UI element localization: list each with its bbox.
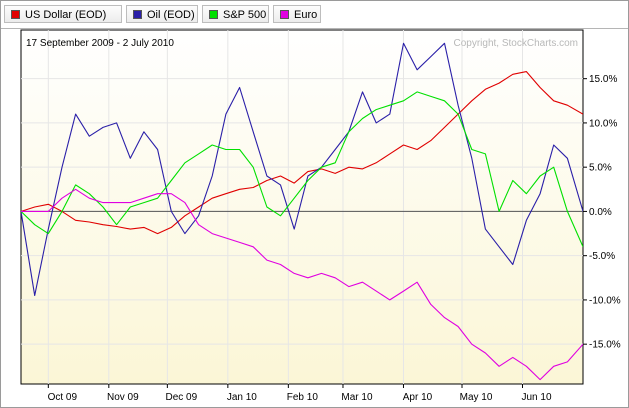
series-group: [21, 42, 583, 381]
x-tick-label: Jan 10: [227, 392, 257, 403]
legend-label-oil: Oil (EOD): [147, 9, 195, 21]
legend-label-us-dollar: US Dollar (EOD): [25, 9, 107, 21]
chart-title: 17 September 2009 - 2 July 2010: [26, 38, 174, 49]
y-tick-label: -5.0%: [589, 251, 615, 262]
plot-area: [20, 29, 584, 385]
series-line-us-dollar-eod: [21, 71, 583, 235]
legend-item-us-dollar[interactable]: US Dollar (EOD): [4, 5, 122, 23]
legend-item-euro[interactable]: Euro: [273, 5, 321, 23]
legend-item-sp500[interactable]: S&P 500: [202, 5, 269, 23]
x-tick-label: Oct 09: [48, 392, 78, 403]
legend-swatch-euro: [280, 10, 289, 19]
x-tick-label: Nov 09: [107, 392, 139, 403]
x-tick-label: Mar 10: [341, 392, 373, 403]
legend-label-euro: Euro: [294, 9, 318, 21]
watermark: Copyright, StockCharts.com: [454, 38, 579, 49]
legend-swatch-sp500: [209, 10, 218, 19]
legend-item-oil[interactable]: Oil (EOD): [126, 5, 198, 23]
series-line-oil-eod: [21, 42, 583, 297]
series-line-euro: [21, 188, 583, 381]
legend-bar: US Dollar (EOD) Oil (EOD) S&P 500 Euro: [1, 1, 628, 29]
y-tick-label: 5.0%: [589, 163, 612, 174]
legend-label-sp500: S&P 500: [223, 9, 267, 21]
x-tick-label: Apr 10: [403, 392, 433, 403]
y-tick-label: 10.0%: [589, 118, 617, 129]
x-tick-label: Feb 10: [287, 392, 319, 403]
legend-swatch-oil: [133, 10, 142, 19]
y-axis: 15.0% 10.0% 5.0% 0.0% -5.0% -10.0% -15.0%: [583, 74, 621, 351]
x-tick-label: May 10: [460, 392, 493, 403]
y-tick-label: 0.0%: [589, 207, 612, 218]
x-axis: Oct 09 Nov 09 Dec 09 Jan 10 Feb 10 Mar 10 Apr …: [48, 384, 552, 403]
y-tick-label: -15.0%: [589, 340, 621, 351]
series-line-s-p-500: [21, 91, 583, 248]
y-tick-label: -10.0%: [589, 295, 621, 306]
legend-swatch-us-dollar: [11, 10, 20, 19]
y-tick-label: 15.0%: [589, 74, 617, 85]
x-tick-label: Jun 10: [521, 392, 551, 403]
x-tick-label: Dec 09: [166, 392, 198, 403]
